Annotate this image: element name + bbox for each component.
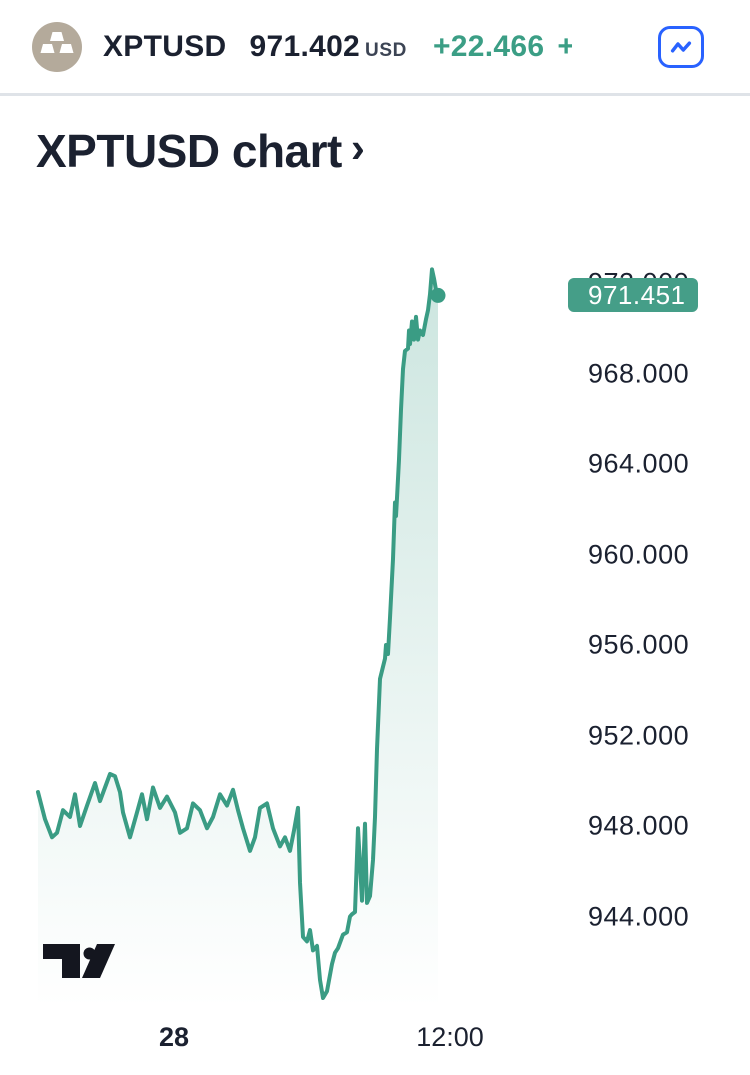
last-traded-price: 971.402: [249, 29, 361, 63]
header-texts: XPTUSD 971.402 USD +22.466 +: [82, 30, 572, 64]
platinum-ingots-icon: [32, 21, 82, 72]
y-axis-label: 944.000: [588, 901, 690, 931]
x-axis-label: 12:00: [416, 1022, 484, 1052]
open-chart-button[interactable]: [658, 25, 704, 68]
y-axis-label: 952.000: [588, 720, 690, 750]
chart-price-line: [36, 267, 440, 1000]
symbol-name: XPTUSD: [103, 29, 227, 63]
chart-area-fill: [38, 269, 438, 1002]
price-chart[interactable]: 972.000968.000964.000960.000956.000952.0…: [0, 230, 750, 1010]
page-title[interactable]: XPTUSD chart ›: [36, 124, 365, 178]
price-change: +22.466: [432, 29, 545, 63]
last-price-dot: [430, 287, 446, 303]
x-axis: 28 12:00: [0, 1012, 750, 1064]
line-chart-icon: [670, 40, 692, 53]
price-change-percent-clipped: +: [557, 29, 573, 63]
y-axis-label: 964.000: [588, 448, 690, 479]
page-title-text: XPTUSD chart: [36, 125, 342, 177]
symbol-header: XPTUSD 971.402 USD +22.466 +: [0, 0, 750, 96]
x-axis-label: 28: [158, 1022, 190, 1052]
last-price-badge-value: 971.451: [588, 279, 686, 310]
y-axis-label: 960.000: [588, 539, 690, 569]
currency-label: USD: [365, 39, 407, 61]
y-axis-label: 948.000: [588, 810, 690, 841]
last-price-badge: 971.451: [568, 278, 698, 313]
y-axis-label: 968.000: [588, 358, 690, 388]
chevron-right-icon: ›: [350, 124, 365, 171]
y-axis-label: 956.000: [588, 629, 690, 660]
tradingview-logo[interactable]: [43, 944, 115, 984]
area-chart-plot: [36, 267, 446, 1002]
